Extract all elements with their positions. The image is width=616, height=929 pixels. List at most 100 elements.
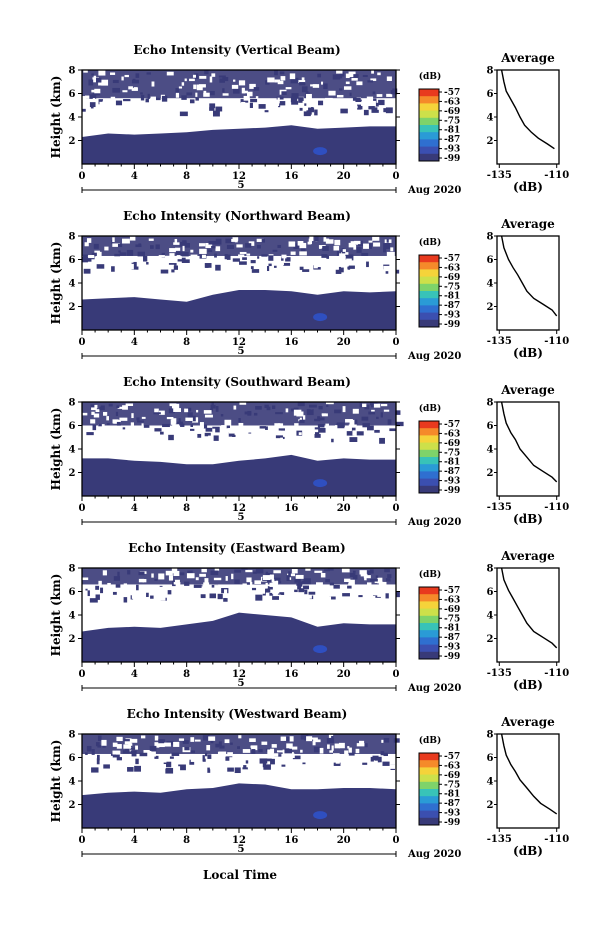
texture-cell [342, 593, 350, 597]
colorbar-tick-label: -69 [444, 439, 460, 449]
texture-cell [371, 107, 379, 113]
texture-cell [123, 99, 131, 102]
texture-cell [238, 418, 241, 423]
texture-cell [243, 90, 248, 94]
texture-cell [370, 78, 377, 81]
texture-cell [154, 755, 159, 759]
texture-cell [386, 438, 391, 444]
texture-cell [250, 98, 258, 103]
texture-cell [87, 590, 90, 597]
texture-cell [377, 72, 381, 76]
texture-cell [256, 587, 264, 594]
texture-cell [92, 93, 101, 96]
intense-echo-spot [313, 811, 328, 820]
texture-cell [261, 741, 268, 745]
texture-cell [94, 404, 98, 409]
texture-cell [382, 761, 390, 766]
texture-cell [359, 570, 367, 575]
texture-cell [335, 266, 339, 270]
texture-cell [269, 767, 274, 773]
texture-cell [127, 570, 131, 575]
texture-cell [280, 437, 283, 441]
texture-cell [313, 739, 321, 743]
texture-cell [290, 256, 298, 262]
texture-cell [163, 428, 169, 434]
texture-cell [238, 735, 242, 739]
texture-cell [317, 417, 325, 421]
texture-cell [236, 244, 243, 248]
texture-cell [284, 736, 292, 742]
texture-cell [284, 764, 290, 769]
texture-cell [270, 753, 279, 757]
x-tick-label: 16 [284, 337, 298, 348]
texture-cell [291, 569, 298, 574]
texture-cell [172, 424, 180, 430]
texture-cell [368, 243, 372, 249]
texture-cell [368, 106, 375, 110]
texture-cell [262, 575, 271, 581]
y-tick-label: 4 [69, 279, 76, 290]
texture-cell [159, 758, 167, 763]
x-tick-label: 16 [284, 171, 298, 182]
texture-cell [262, 762, 267, 768]
texture-cell [95, 742, 100, 747]
texture-cell [337, 422, 345, 428]
y-tick-label: 4 [69, 113, 76, 124]
texture-cell [173, 242, 180, 245]
texture-cell [269, 592, 274, 596]
texture-cell [317, 423, 325, 428]
colorbar-swatch [419, 125, 439, 133]
texture-cell [310, 84, 318, 87]
texture-cell [173, 570, 180, 576]
date-label: Aug 2020 [407, 517, 461, 528]
texture-cell [294, 96, 298, 103]
texture-cell [266, 586, 273, 590]
texture-cell [299, 590, 305, 596]
texture-cell [334, 239, 341, 246]
texture-cell [295, 574, 304, 579]
texture-cell [273, 265, 277, 268]
lower-echo-layer [82, 290, 396, 330]
average-x-axis-label: (dB) [513, 678, 543, 692]
texture-cell [264, 110, 269, 113]
texture-cell [204, 432, 211, 437]
texture-cell [394, 410, 401, 415]
texture-cell [214, 98, 222, 103]
texture-cell [112, 753, 120, 758]
date-marker: 5 [238, 180, 245, 191]
texture-cell [184, 243, 190, 248]
texture-cell [295, 760, 299, 766]
texture-cell [278, 101, 281, 108]
texture-cell [168, 263, 177, 266]
texture-cell [349, 437, 358, 442]
texture-cell [135, 758, 139, 765]
texture-cell [128, 86, 133, 90]
texture-cell [350, 107, 358, 113]
texture-cell [192, 74, 196, 78]
texture-cell [85, 257, 92, 262]
texture-cell [372, 236, 380, 241]
texture-cell [320, 573, 326, 578]
texture-cell [135, 745, 138, 750]
texture-cell [82, 96, 86, 101]
texture-cell [236, 430, 243, 435]
average-y-tick-label: 6 [487, 587, 494, 598]
texture-cell [83, 268, 91, 274]
texture-cell [165, 570, 173, 576]
texture-cell [276, 96, 284, 100]
texture-cell [290, 591, 296, 597]
texture-cell [280, 76, 286, 81]
texture-cell [286, 743, 293, 749]
texture-cell [233, 79, 236, 82]
texture-cell [389, 584, 394, 588]
texture-cell [281, 91, 287, 95]
texture-cell [239, 402, 247, 405]
texture-cell [82, 412, 88, 416]
texture-cell [374, 429, 380, 433]
texture-cell [331, 735, 334, 739]
texture-cell [129, 747, 136, 750]
average-x-tick-label: -110 [544, 502, 569, 513]
texture-cell [314, 432, 321, 438]
texture-cell [176, 766, 181, 772]
texture-cell [283, 262, 291, 266]
